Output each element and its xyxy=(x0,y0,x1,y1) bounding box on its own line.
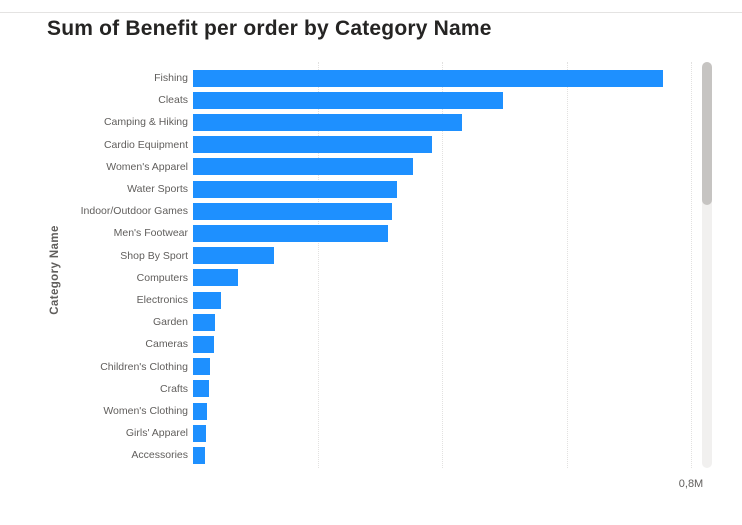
chart-title: Sum of Benefit per order by Category Nam… xyxy=(47,17,492,40)
category-label-garden: Garden xyxy=(152,316,188,329)
category-label-children-s-clothing: Children's Clothing xyxy=(100,360,188,373)
category-label-indoor-outdoor-games: Indoor/Outdoor Games xyxy=(80,205,188,218)
bar-accessories[interactable] xyxy=(193,446,206,464)
bar-shop-by-sport[interactable] xyxy=(193,247,274,265)
bar-cameras[interactable] xyxy=(193,335,214,353)
bar-indoor-outdoor-games[interactable] xyxy=(193,202,393,220)
bar-computers[interactable] xyxy=(193,269,238,287)
x-axis-tick-label: 0,8M xyxy=(678,478,704,490)
y-axis-title: Category Name xyxy=(49,225,61,315)
category-label-women-s-apparel: Women's Apparel xyxy=(106,160,188,173)
category-label-cleats: Cleats xyxy=(158,94,188,107)
category-label-shop-by-sport: Shop By Sport xyxy=(120,249,188,262)
category-label-cardio-equipment: Cardio Equipment xyxy=(103,138,188,151)
bar-camping-hiking[interactable] xyxy=(193,113,462,131)
category-label-cameras: Cameras xyxy=(145,338,188,351)
category-label-computers: Computers xyxy=(136,271,188,284)
category-label-camping-hiking: Camping & Hiking xyxy=(103,116,188,129)
bar-crafts[interactable] xyxy=(193,380,210,398)
bar-girls-apparel[interactable] xyxy=(193,424,207,442)
bar-water-sports[interactable] xyxy=(193,180,398,198)
category-label-girls-apparel: Girls' Apparel xyxy=(125,427,188,440)
gridline-0.6M xyxy=(566,62,568,468)
category-label-water-sports: Water Sports xyxy=(127,183,188,195)
gridline-0.4M xyxy=(442,62,443,468)
vertical-scrollbar-thumb[interactable] xyxy=(702,62,712,205)
category-label-men-s-footwear: Men's Footwear xyxy=(113,227,188,240)
top-divider xyxy=(0,12,742,13)
bar-fishing[interactable] xyxy=(193,69,663,87)
bar-women-s-clothing[interactable] xyxy=(193,402,207,420)
bar-cardio-equipment[interactable] xyxy=(193,136,433,154)
bar-garden[interactable] xyxy=(193,313,215,331)
category-label-fishing: Fishing xyxy=(154,72,188,84)
vertical-scrollbar-track[interactable] xyxy=(702,62,712,468)
bar-cleats[interactable] xyxy=(193,91,503,109)
bar-children-s-clothing[interactable] xyxy=(193,358,210,376)
category-label-crafts: Crafts xyxy=(159,382,188,395)
category-label-accessories: Accessories xyxy=(131,449,188,462)
bar-men-s-footwear[interactable] xyxy=(193,224,388,242)
bar-women-s-apparel[interactable] xyxy=(193,158,413,176)
category-label-women-s-clothing: Women's Clothing xyxy=(103,405,188,417)
gridline-0.2M xyxy=(317,62,319,468)
gridline-0.8M xyxy=(691,62,692,468)
bar-electronics[interactable] xyxy=(193,291,221,309)
category-label-electronics: Electronics xyxy=(136,294,188,306)
